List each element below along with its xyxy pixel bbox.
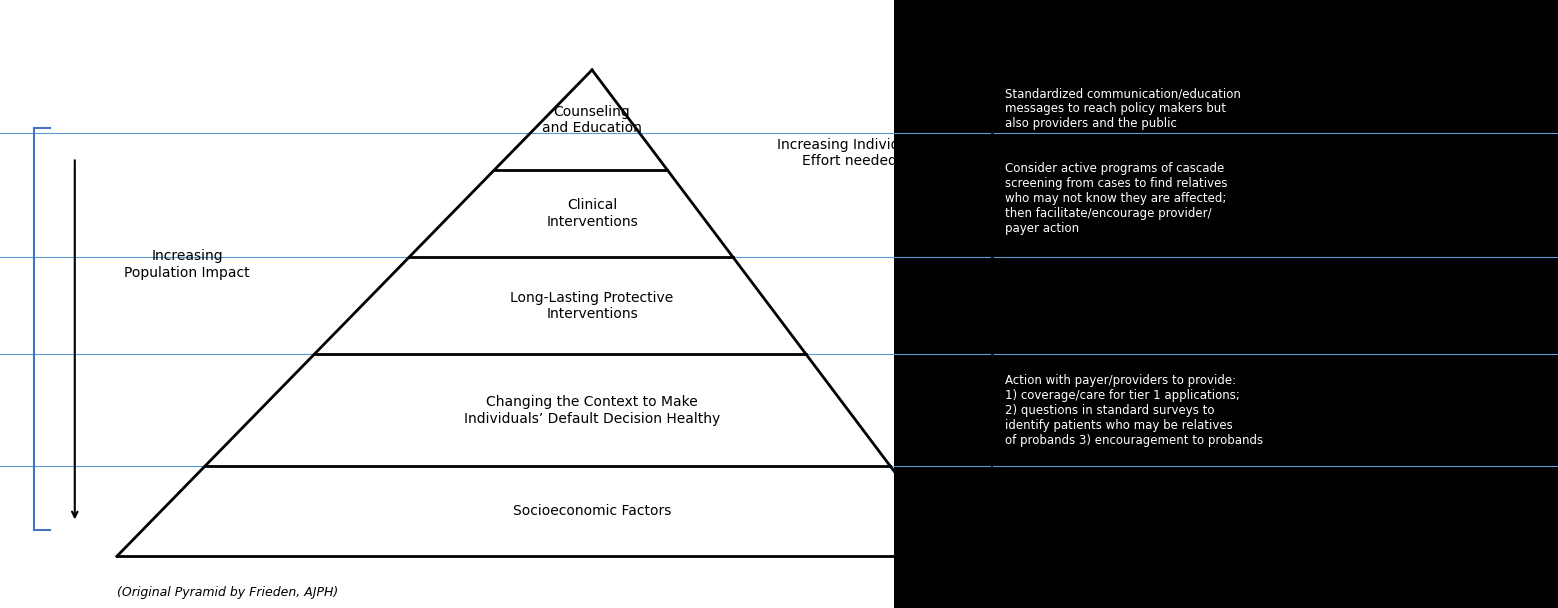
Text: Action with payer/providers to provide:
1) coverage/care for tier 1 applications: Action with payer/providers to provide: … <box>1005 374 1264 447</box>
Text: Increasing
Population Impact: Increasing Population Impact <box>125 249 249 280</box>
Text: Socioeconomic Factors: Socioeconomic Factors <box>513 504 671 519</box>
Text: (Original Pyramid by Frieden, AJPH): (Original Pyramid by Frieden, AJPH) <box>117 586 338 599</box>
Text: Counseling
and Education: Counseling and Education <box>542 105 642 135</box>
Text: Standardized communication/education
messages to reach policy makers but
also pr: Standardized communication/education mes… <box>1005 88 1240 130</box>
Text: Clinical
Interventions: Clinical Interventions <box>547 198 637 229</box>
Text: Changing the Context to Make
Individuals’ Default Decision Healthy: Changing the Context to Make Individuals… <box>464 395 720 426</box>
Text: Long-Lasting Protective
Interventions: Long-Lasting Protective Interventions <box>511 291 673 321</box>
Text: Increasing Individual
Effort needed: Increasing Individual Effort needed <box>777 137 921 168</box>
Bar <box>894 0 1558 608</box>
Text: Consider active programs of cascade
screening from cases to find relatives
who m: Consider active programs of cascade scre… <box>1005 162 1228 235</box>
